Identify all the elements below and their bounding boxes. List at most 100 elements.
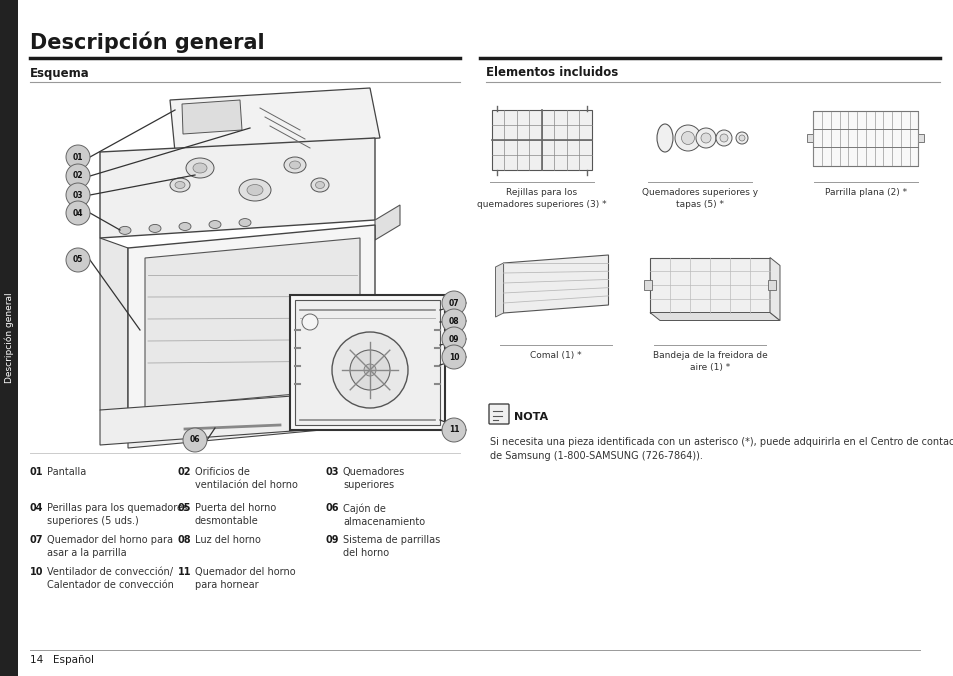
Text: Descripción general: Descripción general: [30, 31, 264, 53]
Polygon shape: [495, 263, 503, 317]
Circle shape: [441, 309, 465, 333]
FancyBboxPatch shape: [489, 404, 509, 424]
Text: Pantalla: Pantalla: [47, 467, 86, 477]
Bar: [294, 300, 439, 425]
Circle shape: [720, 134, 727, 142]
Circle shape: [735, 132, 747, 144]
Text: Luz del horno: Luz del horno: [194, 535, 260, 545]
Bar: [649, 258, 769, 312]
Circle shape: [680, 132, 694, 145]
Polygon shape: [128, 225, 375, 418]
Ellipse shape: [289, 161, 300, 169]
Text: 09: 09: [326, 535, 339, 545]
Circle shape: [350, 350, 390, 390]
Ellipse shape: [209, 220, 221, 228]
Polygon shape: [145, 238, 359, 408]
Ellipse shape: [119, 226, 131, 235]
Ellipse shape: [239, 218, 251, 226]
Ellipse shape: [311, 178, 329, 192]
Text: Comal (1) *: Comal (1) *: [530, 351, 581, 360]
Text: Orificios de
ventilación del horno: Orificios de ventilación del horno: [194, 467, 297, 490]
Text: 10: 10: [448, 352, 458, 362]
Text: 02: 02: [178, 467, 192, 477]
Text: 04: 04: [72, 208, 83, 218]
Text: 14   Español: 14 Español: [30, 655, 94, 665]
Polygon shape: [100, 390, 375, 445]
Polygon shape: [100, 238, 128, 425]
Text: 05: 05: [178, 503, 192, 513]
Bar: [806, 134, 813, 142]
Circle shape: [441, 291, 465, 315]
Text: 08: 08: [178, 535, 192, 545]
Polygon shape: [182, 100, 242, 134]
Circle shape: [66, 248, 90, 272]
Bar: [643, 280, 651, 290]
Text: 09: 09: [448, 335, 458, 343]
Text: Quemador del horno para
asar a la parrilla: Quemador del horno para asar a la parril…: [47, 535, 172, 558]
Polygon shape: [170, 88, 379, 152]
Bar: [813, 110, 918, 166]
Text: 05: 05: [72, 256, 83, 264]
Bar: [492, 110, 592, 170]
Text: Si necesita una pieza identificada con un asterisco (*), puede adquirirla en el : Si necesita una pieza identificada con u…: [490, 437, 953, 461]
Text: Esquema: Esquema: [30, 66, 90, 80]
Polygon shape: [100, 138, 375, 238]
Text: 06: 06: [190, 435, 200, 445]
Circle shape: [441, 345, 465, 369]
Polygon shape: [769, 258, 780, 320]
Text: Rejillas para los
quemadores superiores (3) *: Rejillas para los quemadores superiores …: [476, 188, 606, 209]
Polygon shape: [649, 312, 780, 320]
Text: 04: 04: [30, 503, 44, 513]
Text: Descripción general: Descripción general: [4, 293, 13, 383]
Ellipse shape: [170, 178, 190, 192]
Circle shape: [675, 125, 700, 151]
Ellipse shape: [315, 181, 324, 189]
Ellipse shape: [193, 163, 207, 173]
Bar: [918, 134, 923, 142]
Ellipse shape: [149, 224, 161, 233]
Ellipse shape: [284, 157, 306, 173]
Text: Elementos incluidos: Elementos incluidos: [485, 66, 618, 80]
Circle shape: [441, 418, 465, 442]
Text: Cajón de
almacenamiento: Cajón de almacenamiento: [343, 503, 425, 527]
Bar: [0, 0, 18, 676]
Text: 10: 10: [30, 567, 44, 577]
Circle shape: [696, 128, 716, 148]
Text: Quemadores superiores y
tapas (5) *: Quemadores superiores y tapas (5) *: [641, 188, 758, 209]
Circle shape: [716, 130, 731, 146]
Ellipse shape: [174, 181, 185, 189]
Circle shape: [66, 201, 90, 225]
Circle shape: [183, 428, 207, 452]
Circle shape: [66, 164, 90, 188]
Text: NOTA: NOTA: [514, 412, 548, 422]
Circle shape: [302, 314, 317, 330]
Text: 06: 06: [326, 503, 339, 513]
Text: Sistema de parrillas
del horno: Sistema de parrillas del horno: [343, 535, 439, 558]
Circle shape: [332, 332, 408, 408]
Text: 01: 01: [30, 467, 44, 477]
Text: Quemador del horno
para hornear: Quemador del horno para hornear: [194, 567, 295, 590]
Text: Perillas para los quemadores
superiores (5 uds.): Perillas para los quemadores superiores …: [47, 503, 188, 526]
Text: Parrilla plana (2) *: Parrilla plana (2) *: [824, 188, 906, 197]
Text: Ventilador de convección/
Calentador de convección: Ventilador de convección/ Calentador de …: [47, 567, 173, 590]
Circle shape: [700, 133, 710, 143]
Circle shape: [66, 145, 90, 169]
Circle shape: [739, 135, 744, 141]
Text: 11: 11: [448, 425, 458, 435]
Text: 03: 03: [72, 191, 83, 199]
Text: Quemadores
superiores: Quemadores superiores: [343, 467, 405, 490]
Ellipse shape: [179, 222, 191, 231]
Circle shape: [364, 364, 375, 376]
Text: 08: 08: [448, 316, 458, 326]
Polygon shape: [128, 395, 375, 448]
Text: Puerta del horno
desmontable: Puerta del horno desmontable: [194, 503, 276, 526]
Text: 02: 02: [72, 172, 83, 180]
Text: 07: 07: [448, 299, 458, 308]
Polygon shape: [290, 295, 444, 430]
Text: 03: 03: [326, 467, 339, 477]
Polygon shape: [375, 205, 399, 240]
Text: Bandeja de la freidora de
aire (1) *: Bandeja de la freidora de aire (1) *: [652, 351, 766, 372]
Ellipse shape: [247, 185, 263, 195]
Circle shape: [441, 327, 465, 351]
Ellipse shape: [186, 158, 213, 178]
